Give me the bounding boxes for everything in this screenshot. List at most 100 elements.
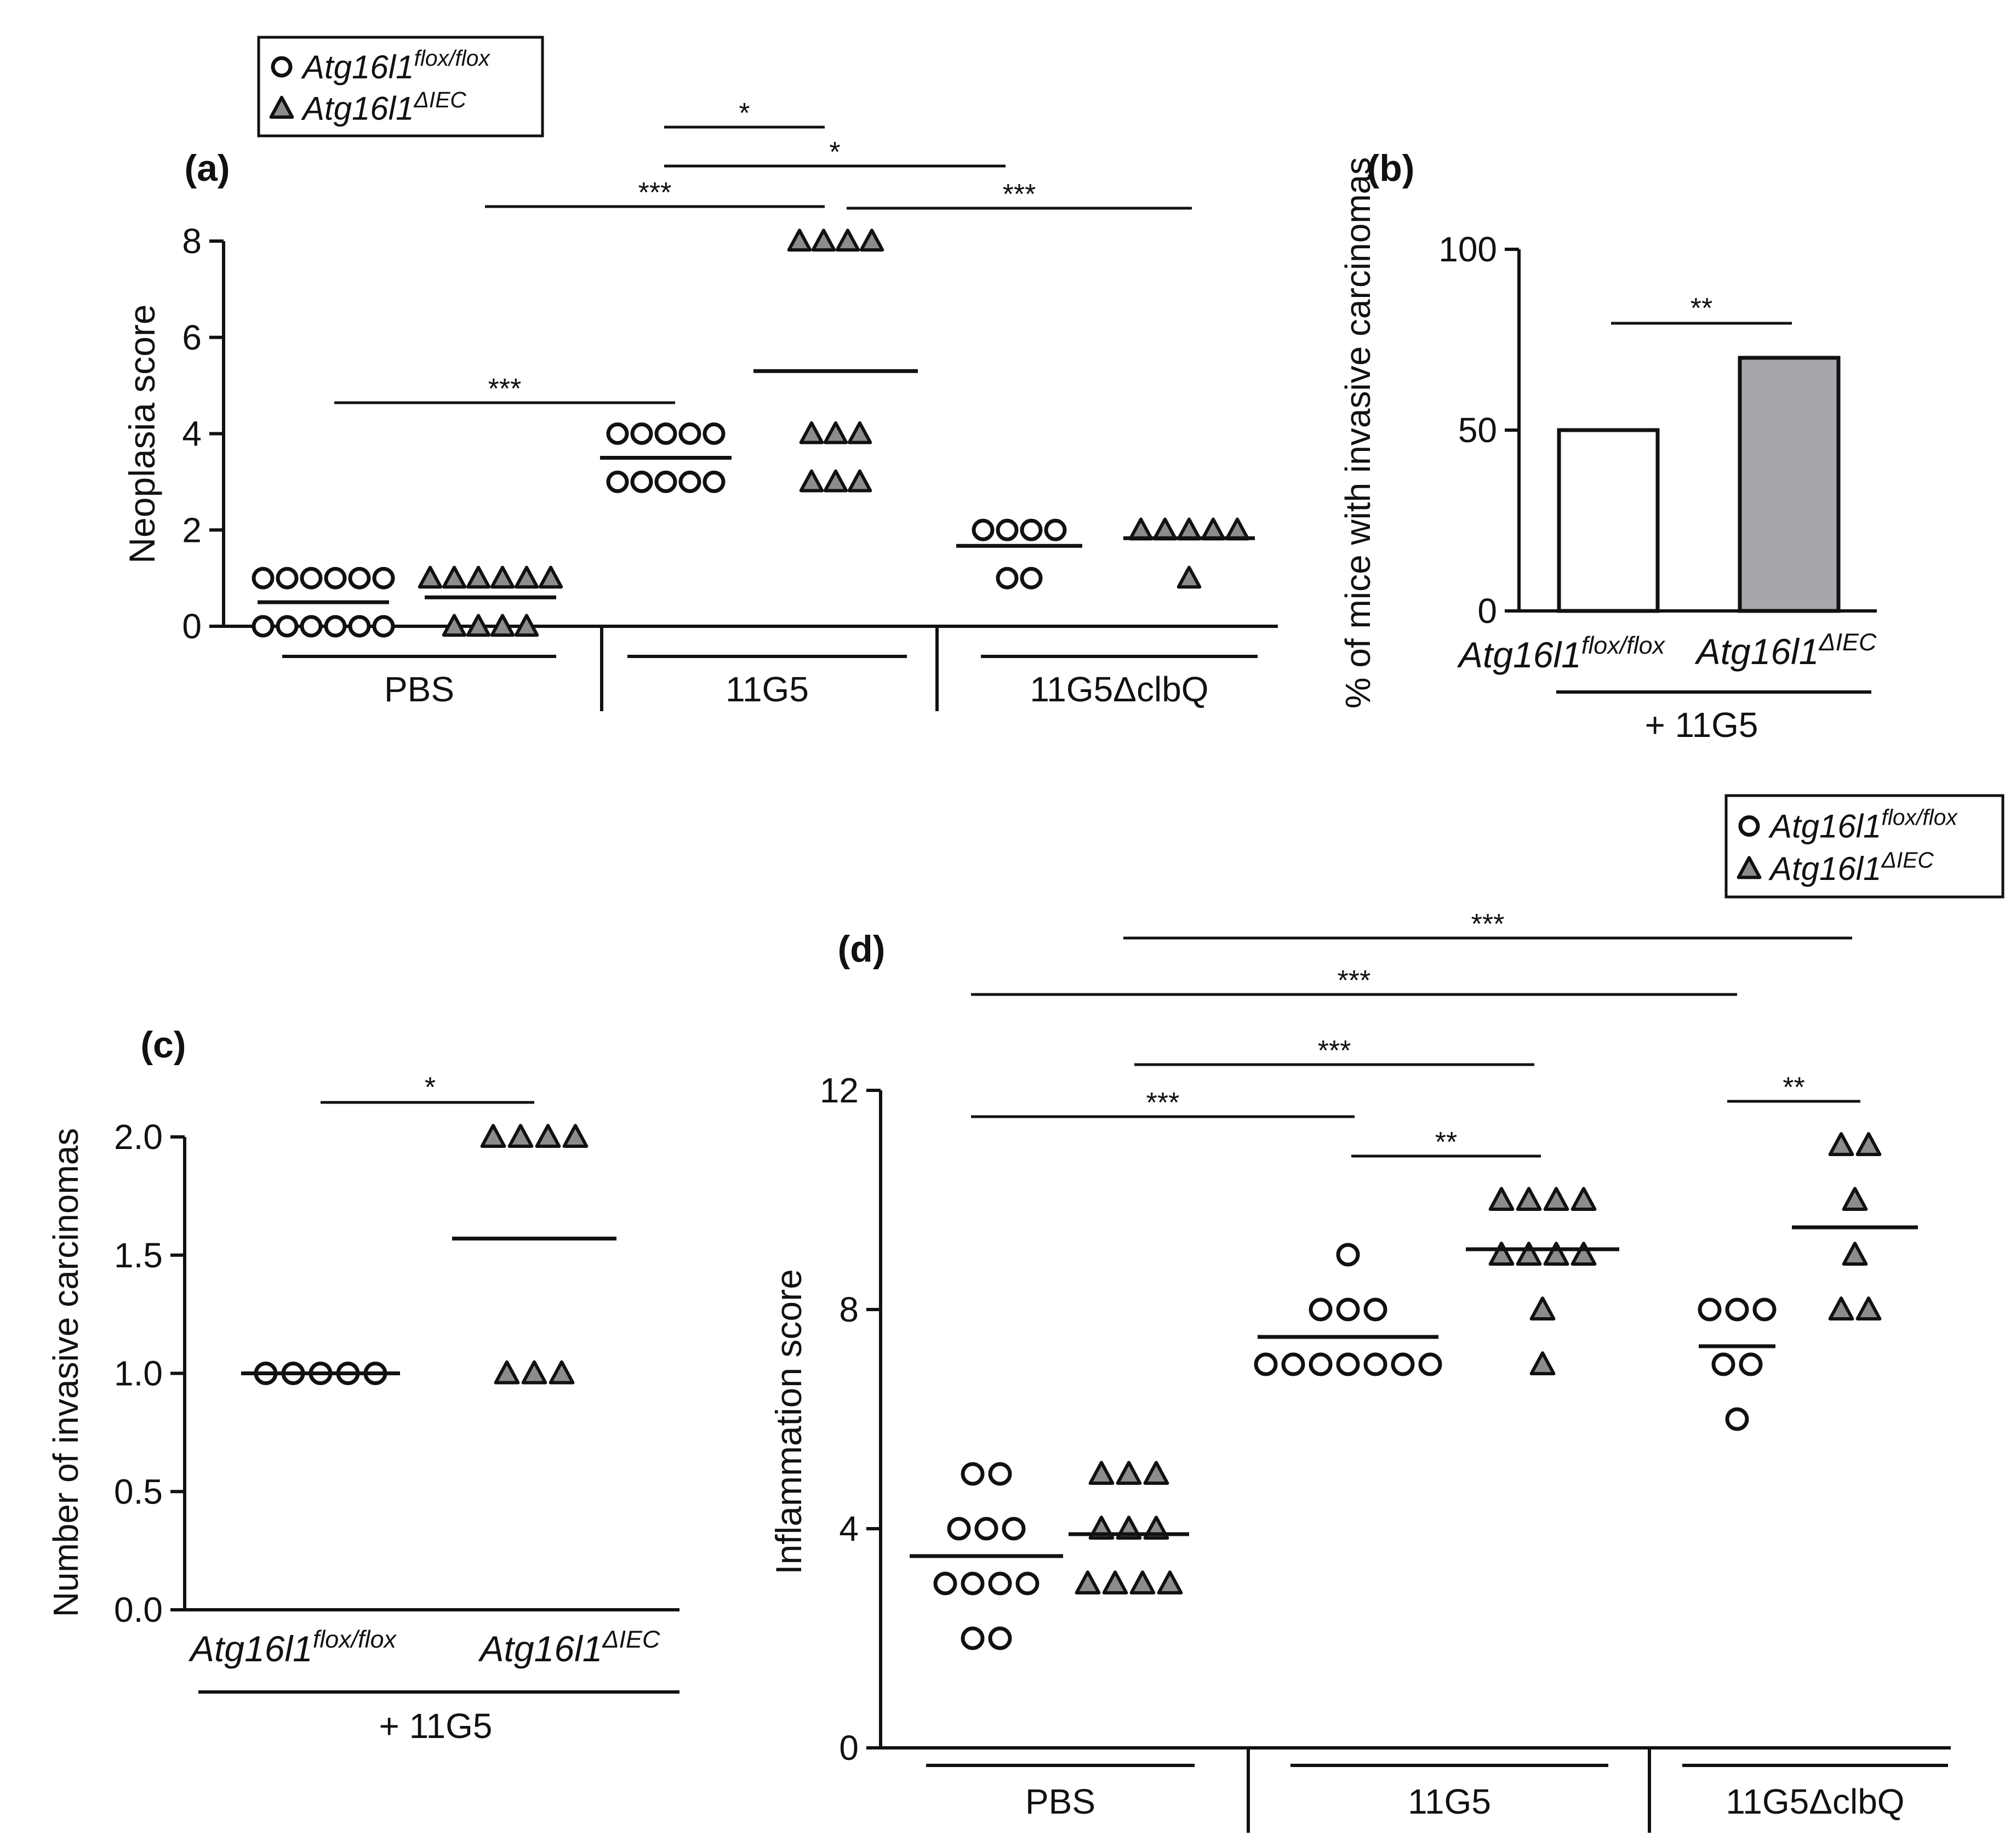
data-point-triangle bbox=[835, 228, 860, 252]
significance-label: ** bbox=[1435, 1127, 1457, 1158]
significance-label: * bbox=[829, 136, 840, 168]
data-point-triangle bbox=[549, 1360, 575, 1385]
data-point-triangle bbox=[1128, 517, 1153, 541]
group-label: 11G5 bbox=[726, 670, 809, 709]
legend-circle-marker bbox=[1738, 815, 1760, 837]
data-point-circle bbox=[1725, 1407, 1749, 1431]
data-point-triangle bbox=[1570, 1187, 1597, 1211]
data-point-circle bbox=[1020, 567, 1043, 590]
gene-name: Atg16l1 bbox=[1694, 631, 1819, 672]
y-tick-label: 0 bbox=[1477, 591, 1497, 631]
genotype-superscript: flox/flox bbox=[313, 1625, 397, 1653]
legend-box bbox=[257, 36, 544, 138]
data-point-circle bbox=[988, 1626, 1012, 1650]
data-point-circle bbox=[947, 1517, 971, 1541]
significance-label: *** bbox=[488, 373, 522, 405]
data-point-triangle bbox=[507, 1124, 534, 1148]
data-point-circle bbox=[961, 1571, 985, 1596]
data-point-circle bbox=[1015, 1571, 1040, 1596]
data-point-triangle bbox=[1516, 1187, 1542, 1211]
data-point-triangle bbox=[1529, 1296, 1556, 1321]
data-point-circle bbox=[276, 615, 299, 638]
gene-name: Atg16l1 bbox=[301, 90, 414, 127]
y-axis-title: % of mice with invasive carcinomas bbox=[1338, 157, 1378, 709]
data-point-triangle bbox=[514, 614, 539, 637]
data-point-circle bbox=[372, 567, 395, 590]
group-label: 11G5ΔclbQ bbox=[1726, 1782, 1904, 1821]
legend-label: Atg16l1ΔIEC bbox=[1768, 847, 1934, 887]
data-point-triangle bbox=[1855, 1296, 1882, 1321]
data-point-circle bbox=[654, 422, 677, 445]
data-point-circle bbox=[300, 615, 323, 638]
data-point-circle bbox=[961, 1462, 985, 1486]
legend-box bbox=[1724, 794, 2004, 899]
data-point-circle bbox=[1020, 518, 1043, 541]
data-point-triangle bbox=[521, 1360, 547, 1385]
data-point-circle bbox=[654, 470, 677, 493]
significance-label: * bbox=[739, 98, 750, 129]
data-point-circle bbox=[1336, 1352, 1360, 1376]
data-point-triangle bbox=[823, 469, 848, 493]
gene-name: Atg16l1 bbox=[478, 1628, 603, 1669]
data-point-triangle bbox=[799, 421, 824, 444]
panel-label-c: (c) bbox=[140, 1024, 186, 1066]
data-point-triangle bbox=[490, 614, 515, 637]
data-point-triangle bbox=[823, 421, 848, 444]
y-tick-label: 6 bbox=[182, 318, 202, 357]
data-point-circle bbox=[974, 1517, 998, 1541]
data-point-circle bbox=[1725, 1297, 1749, 1322]
data-point-circle bbox=[348, 567, 371, 590]
panel-label-d: (d) bbox=[838, 928, 886, 970]
data-point-triangle bbox=[1177, 517, 1202, 541]
data-point-triangle bbox=[1129, 1570, 1156, 1595]
data-point-circle bbox=[1391, 1352, 1415, 1376]
y-axis-title: Neoplasia score bbox=[122, 304, 162, 563]
data-point-triangle bbox=[1116, 1461, 1142, 1485]
data-point-circle bbox=[1309, 1352, 1333, 1376]
data-point-triangle bbox=[494, 1360, 520, 1385]
genotype-superscript: flox/flox bbox=[1581, 631, 1666, 659]
significance-label: * bbox=[425, 1072, 436, 1104]
data-point-triangle bbox=[535, 1124, 561, 1148]
y-tick-label: 8 bbox=[839, 1290, 859, 1329]
data-point-circle bbox=[630, 422, 653, 445]
data-point-circle bbox=[372, 615, 395, 638]
panel-label-a: (a) bbox=[184, 147, 230, 189]
data-point-circle bbox=[276, 567, 299, 590]
data-point-circle bbox=[1002, 1517, 1026, 1541]
data-point-triangle bbox=[811, 228, 836, 252]
group-label: PBS bbox=[384, 670, 454, 709]
bar bbox=[1738, 356, 1841, 613]
data-point-triangle bbox=[1828, 1132, 1854, 1157]
data-point-circle bbox=[324, 567, 347, 590]
x-category-label: Atg16l1flox/flox bbox=[188, 1625, 397, 1669]
data-point-triangle bbox=[1842, 1242, 1868, 1266]
legend-label: Atg16l1flox/flox bbox=[301, 45, 490, 85]
data-point-circle bbox=[703, 422, 726, 445]
y-tick-label: 50 bbox=[1458, 410, 1497, 450]
data-point-triangle bbox=[1516, 1242, 1542, 1266]
data-point-circle bbox=[606, 422, 629, 445]
data-point-circle bbox=[1044, 518, 1067, 541]
group-label: + 11G5 bbox=[1645, 705, 1758, 745]
data-point-circle bbox=[972, 518, 995, 541]
data-point-circle bbox=[1336, 1243, 1360, 1267]
y-tick-label: 0 bbox=[839, 1728, 859, 1768]
data-point-triangle bbox=[1529, 1351, 1556, 1376]
data-point-triangle bbox=[514, 565, 539, 589]
gene-name: Atg16l1 bbox=[188, 1628, 313, 1669]
genotype-superscript: ΔIEC bbox=[1818, 628, 1877, 656]
data-point-circle bbox=[300, 567, 323, 590]
y-axis-title: Inflammation score bbox=[768, 1269, 809, 1575]
data-point-circle bbox=[1698, 1297, 1722, 1322]
significance-label: *** bbox=[1318, 1035, 1351, 1067]
legend-label: Atg16l1ΔIEC bbox=[301, 87, 466, 127]
genotype-superscript: ΔIEC bbox=[414, 87, 467, 112]
data-point-circle bbox=[996, 567, 1019, 590]
data-point-triangle bbox=[466, 614, 491, 637]
data-point-triangle bbox=[1488, 1242, 1515, 1266]
y-tick-label: 8 bbox=[182, 221, 202, 261]
data-point-circle bbox=[996, 518, 1019, 541]
data-point-circle bbox=[1363, 1297, 1387, 1322]
